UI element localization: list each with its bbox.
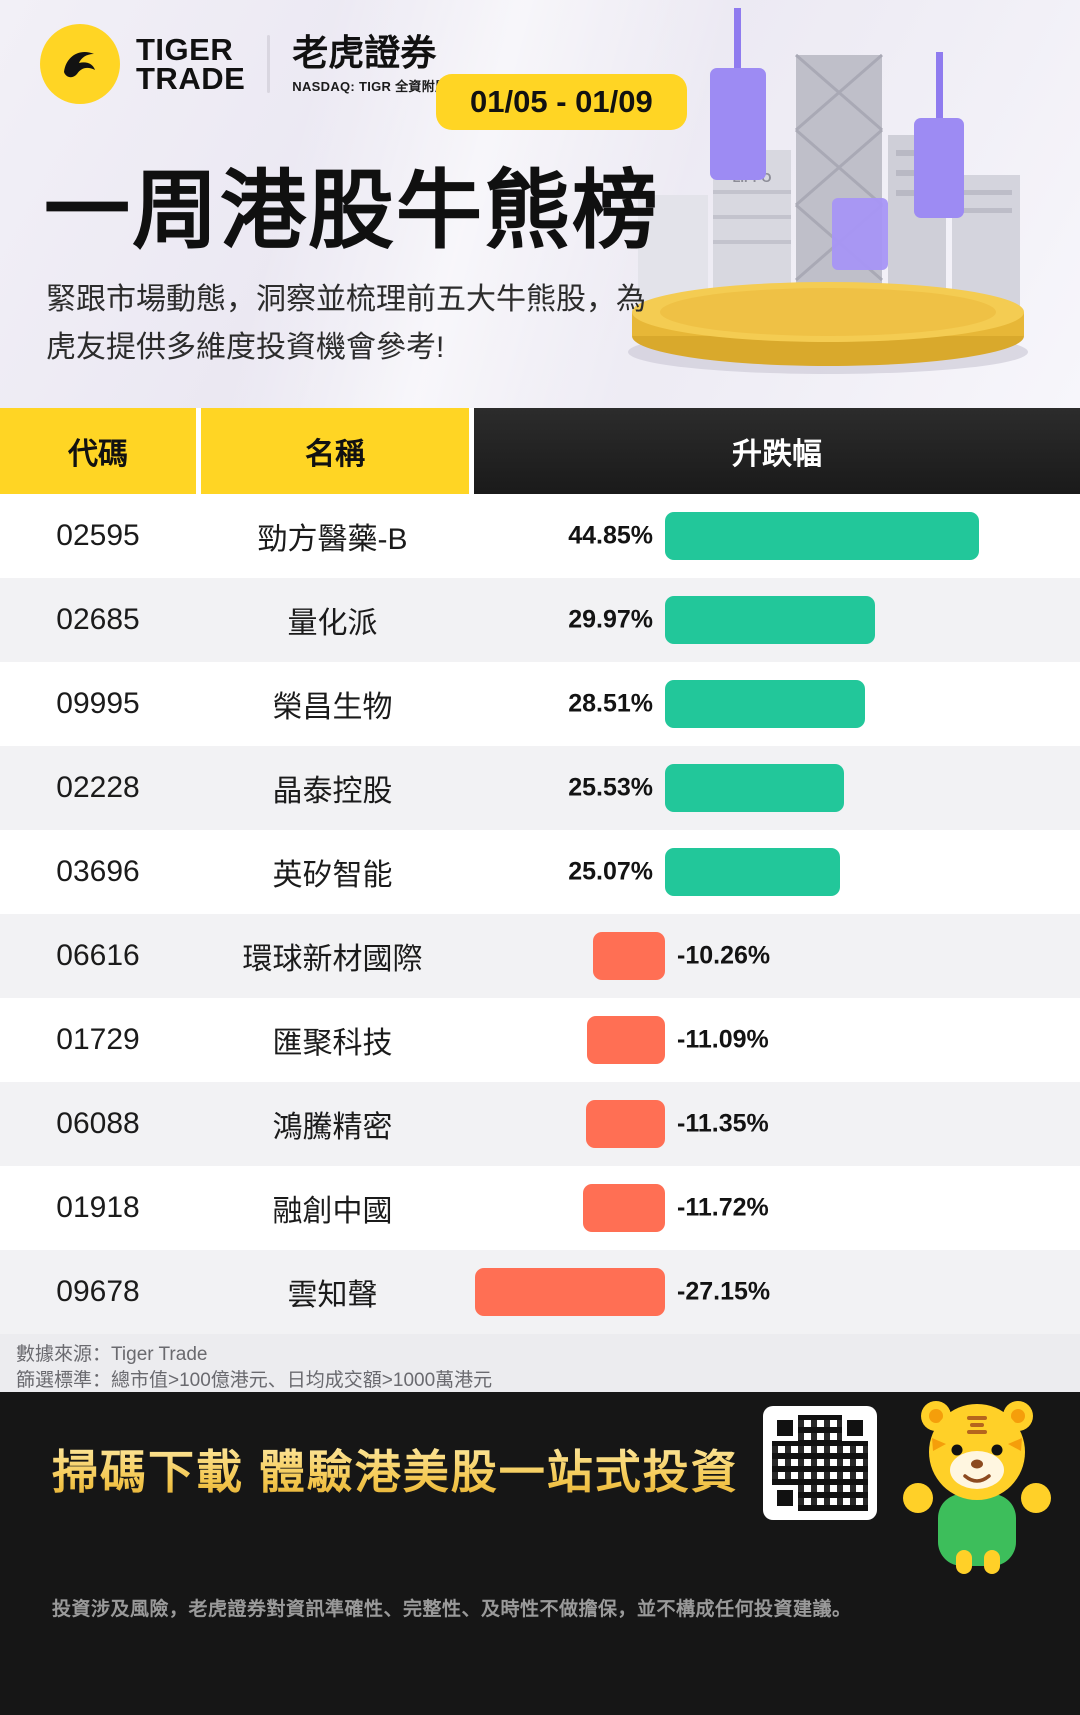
gain-bar	[665, 512, 979, 560]
stock-code: 01918	[56, 1191, 140, 1224]
change-value: -11.35%	[677, 1109, 769, 1138]
gain-bar	[665, 596, 875, 644]
page-title: 一周港股牛熊榜	[44, 163, 660, 259]
data-source-note: 數據來源：Tiger Trade	[16, 1344, 208, 1365]
qr-finder-icon	[772, 1415, 798, 1441]
loss-bar	[587, 1016, 665, 1064]
stock-name: 榮昌生物	[272, 691, 393, 724]
city-illustration: LIPPO	[628, 8, 1028, 374]
stock-code: 02595	[56, 519, 140, 552]
table-row: 02228 晶泰控股 25.53%	[0, 746, 1080, 830]
loss-bar	[586, 1100, 665, 1148]
column-header-name: 名稱	[201, 408, 469, 494]
stock-code: 02228	[56, 771, 140, 804]
footnotes: 數據來源：Tiger Trade 篩選標準：總市值>100億港元、日均成交額>1…	[0, 1334, 1080, 1392]
stock-name: 量化派	[287, 607, 378, 640]
change-bar-cell: -27.15%	[469, 1250, 1080, 1334]
change-value: 29.97%	[568, 605, 653, 634]
change-bar-cell: -10.26%	[469, 914, 1080, 998]
stock-code: 03696	[56, 855, 140, 888]
screening-criteria-note: 篩選標準：總市值>100億港元、日均成交額>1000萬港元	[16, 1369, 493, 1391]
stock-code: 06088	[56, 1107, 140, 1140]
stock-table-body: 02595 勁方醫藥-B 44.85% 02685 量化派 29.97% 099…	[0, 494, 1080, 1334]
change-bar-cell: -11.35%	[469, 1082, 1080, 1166]
stock-name: 匯聚科技	[272, 1027, 393, 1060]
brand-cn-block: 老虎證券 NASDAQ: TIGR 全資附屬機構	[292, 33, 475, 96]
table-row: 06616 環球新材國際 -10.26%	[0, 914, 1080, 998]
gain-bar	[665, 848, 840, 896]
tiger-mascot-illustration	[903, 1401, 1051, 1574]
brand-name-cn: 老虎證券	[292, 31, 437, 73]
change-value: -10.26%	[677, 941, 771, 970]
table-row: 01729 匯聚科技 -11.09%	[0, 998, 1080, 1082]
table-header: 代碼 名稱 升跌幅	[0, 408, 1080, 494]
table-row: 01918 融創中國 -11.72%	[0, 1166, 1080, 1250]
subtitle-line1: 緊跟市場動態，洞察並梳理前五大牛熊股，為	[46, 283, 646, 316]
column-gap	[196, 408, 201, 494]
qr-code	[763, 1406, 877, 1520]
change-bar-cell: 29.97%	[469, 578, 1080, 662]
tiger-trade-logo-icon	[40, 24, 120, 104]
brand-subtitle: NASDAQ: TIGR 全資附屬機構	[292, 79, 475, 95]
subtitle-line2: 虎友提供多維度投資機會參考!	[46, 331, 445, 364]
brand-bar: TIGER TRADE 老虎證券 NASDAQ: TIGR 全資附屬機構	[40, 24, 475, 104]
tiger-swirl-glyph	[64, 52, 95, 78]
gain-bar	[665, 764, 844, 812]
date-range-badge: 01/05 - 01/09	[436, 74, 687, 130]
table-row: 03696 英矽智能 25.07%	[0, 830, 1080, 914]
change-value: 28.51%	[568, 689, 653, 718]
stock-name: 鴻騰精密	[272, 1111, 393, 1144]
table-row: 02595 勁方醫藥-B 44.85%	[0, 494, 1080, 578]
change-bar-cell: 28.51%	[469, 662, 1080, 746]
qr-finder-icon	[772, 1485, 798, 1511]
change-value: -27.15%	[677, 1277, 771, 1306]
download-cta-text: 掃碼下載 體驗港美股一站式投資	[52, 1436, 739, 1502]
logo-wordmark: TIGER TRADE	[136, 31, 246, 96]
column-header-change: 升跌幅	[474, 408, 1080, 494]
stock-name: 環球新材國際	[242, 943, 423, 976]
stock-code: 01729	[56, 1023, 140, 1056]
table-row: 06088 鴻騰精密 -11.35%	[0, 1082, 1080, 1166]
loss-bar	[475, 1268, 665, 1316]
change-bar-cell: 25.07%	[469, 830, 1080, 914]
stock-name: 晶泰控股	[272, 775, 393, 808]
stock-code: 06616	[56, 939, 140, 972]
stock-name: 融創中國	[272, 1195, 393, 1228]
disclaimer-text: 投資涉及風險，老虎證券對資訊準確性、完整性、及時性不做擔保，並不構成任何投資建議…	[52, 1599, 852, 1620]
table-row: 02685 量化派 29.97%	[0, 578, 1080, 662]
change-value: 44.85%	[568, 521, 653, 550]
stock-code: 09995	[56, 687, 140, 720]
loss-bar	[593, 932, 665, 980]
change-bar-cell: -11.72%	[469, 1166, 1080, 1250]
hero-section: TIGER TRADE 老虎證券 NASDAQ: TIGR 全資附屬機構 LIP…	[0, 0, 1080, 408]
footer-banner: 掃碼下載 體驗港美股一站式投資 投資涉及風險，老虎證券對資訊準確性、完整性、及時…	[0, 1392, 1080, 1715]
stock-name: 雲知聲	[287, 1279, 378, 1312]
logo-line2: TRADE	[136, 61, 246, 96]
change-value: 25.07%	[568, 857, 653, 886]
change-value: -11.72%	[677, 1193, 769, 1222]
column-header-code: 代碼	[0, 408, 196, 494]
change-bar-cell: 25.53%	[469, 746, 1080, 830]
change-value: -11.09%	[677, 1025, 769, 1054]
column-gap	[469, 408, 474, 494]
brand-divider	[267, 35, 271, 93]
gain-bar	[665, 680, 865, 728]
change-bar-cell: 44.85%	[469, 494, 1080, 578]
stock-code: 02685	[56, 603, 140, 636]
qr-finder-icon	[842, 1415, 868, 1441]
table-row: 09995 榮昌生物 28.51%	[0, 662, 1080, 746]
change-bar-cell: -11.09%	[469, 998, 1080, 1082]
logo-line1: TIGER	[136, 31, 234, 67]
table-row: 09678 雲知聲 -27.15%	[0, 1250, 1080, 1334]
loss-bar	[583, 1184, 665, 1232]
change-value: 25.53%	[568, 773, 653, 802]
stock-name: 英矽智能	[272, 859, 393, 892]
stock-code: 09678	[56, 1275, 140, 1308]
page-subtitle: 緊跟市場動態，洞察並梳理前五大牛熊股，為 虎友提供多維度投資機會參考!	[46, 276, 646, 372]
stock-name: 勁方醫藥-B	[257, 523, 408, 556]
